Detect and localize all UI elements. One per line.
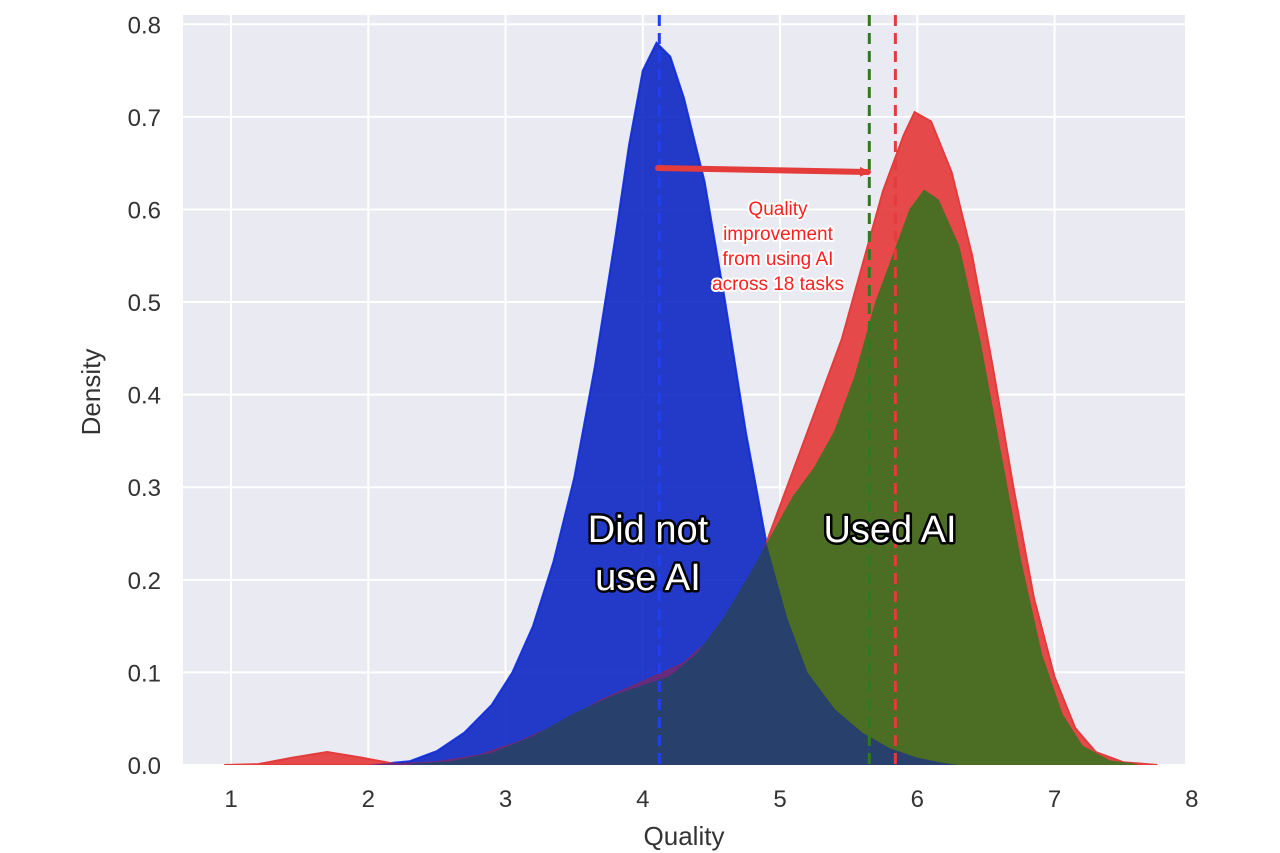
used-ai-label: Used AI xyxy=(823,509,956,551)
y-tick-label: 0.7 xyxy=(128,105,161,132)
improvement-note-line-1: Quality xyxy=(748,199,808,220)
x-tick-label: 1 xyxy=(224,786,237,813)
y-axis-label: Density xyxy=(76,349,106,436)
y-tick-label: 0.2 xyxy=(128,568,161,595)
y-tick-label: 0.6 xyxy=(128,197,161,224)
x-tick-label: 6 xyxy=(911,786,924,813)
x-tick-label: 8 xyxy=(1185,786,1198,813)
y-tick-label: 0.0 xyxy=(128,753,161,780)
did-not-use-ai-label-line-1: Did not xyxy=(588,509,709,551)
x-tick-label: 5 xyxy=(773,786,786,813)
density-overlap-shade xyxy=(368,42,959,765)
tick-labels: 1 2 3 4 5 6 7 8 0.0 0.1 0.2 0.3 0.4 0.5 0.6 0.7 0.8 xyxy=(128,12,1199,813)
x-tick-label: 7 xyxy=(1048,786,1061,813)
x-tick-label: 2 xyxy=(362,786,375,813)
y-tick-label: 0.3 xyxy=(128,475,161,502)
improvement-note-line-4: across 18 tasks xyxy=(712,274,844,295)
x-tick-label: 4 xyxy=(636,786,649,813)
y-tick-label: 0.5 xyxy=(128,290,161,317)
y-tick-label: 0.4 xyxy=(128,383,161,410)
y-tick-label: 0.8 xyxy=(128,12,161,39)
improvement-note-line-3: from using AI xyxy=(723,249,834,270)
y-tick-label: 0.1 xyxy=(128,660,161,687)
density-areas xyxy=(224,41,1158,765)
did-not-use-ai-label-line-2: use AI xyxy=(595,557,701,599)
x-tick-label: 3 xyxy=(499,786,512,813)
x-axis-label: Quality xyxy=(644,821,725,851)
improvement-arrow xyxy=(655,165,871,177)
improvement-note-line-2: improvement xyxy=(723,224,834,245)
